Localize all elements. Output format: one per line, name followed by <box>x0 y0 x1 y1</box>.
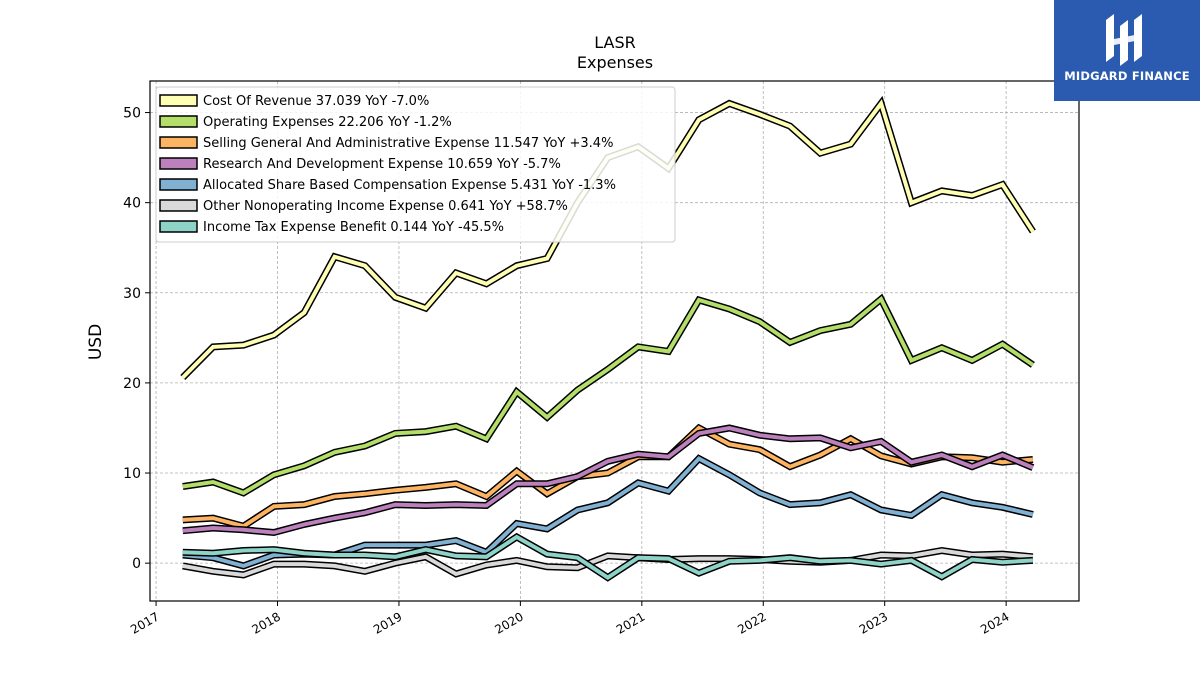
legend-swatch <box>159 115 198 128</box>
legend-item: Other Nonoperating Income Expense 0.641 … <box>159 199 568 214</box>
brand-name: MIDGARD FINANCE <box>1064 69 1190 83</box>
x-tick-label: 2019 <box>371 609 404 636</box>
legend-item: Selling General And Administrative Expen… <box>159 136 613 151</box>
legend-label: Cost Of Revenue 37.039 YoY -7.0% <box>203 94 429 109</box>
chart-subtitle: Expenses <box>577 53 653 72</box>
x-tick-label: 2018 <box>250 609 283 636</box>
series-line <box>182 534 1034 580</box>
series-6 <box>182 532 1034 582</box>
series-3 <box>182 424 1035 537</box>
x-tick-label: 2021 <box>614 609 647 636</box>
series-layer <box>180 95 1036 582</box>
y-tick-label: 30 <box>123 286 141 302</box>
chart-title: LASR <box>594 33 636 52</box>
legend-box <box>155 86 676 243</box>
series-line <box>182 295 1035 496</box>
y-tick-label: 20 <box>123 376 141 392</box>
legend: Cost Of Revenue 37.039 YoY -7.0% Operatin… <box>155 86 676 243</box>
legend-label: Operating Expenses 22.206 YoY -1.2% <box>203 115 452 130</box>
legend-label: Allocated Share Based Compensation Expen… <box>203 178 616 193</box>
legend-item: Research And Development Expense 10.659 … <box>159 157 561 172</box>
ticks-layer: 0 10 20 30 40 50 2017 2018 2019 2020 2021 2022 2023 2… <box>123 106 1011 637</box>
series-line <box>182 548 1034 577</box>
y-tick-label: 10 <box>123 466 141 482</box>
legend-item: Income Tax Expense Benefit 0.144 YoY -45… <box>159 220 504 235</box>
series-2 <box>182 423 1034 530</box>
legend-swatch <box>159 199 198 212</box>
x-tick-label: 2023 <box>857 609 890 636</box>
x-tick-label: 2017 <box>128 609 161 636</box>
midgard-finance-logo: MIDGARD FINANCE <box>1054 0 1200 101</box>
legend-label: Research And Development Expense 10.659 … <box>203 157 561 172</box>
legend-item: Cost Of Revenue 37.039 YoY -7.0% <box>159 94 429 109</box>
y-tick-label: 0 <box>132 556 141 572</box>
legend-swatch <box>159 94 198 107</box>
series-line <box>182 425 1034 535</box>
x-tick-label: 2024 <box>978 609 1011 636</box>
legend-label: Selling General And Administrative Expen… <box>203 136 613 151</box>
legend-swatch <box>159 136 198 149</box>
series-5 <box>182 546 1034 579</box>
legend-item: Allocated Share Based Compensation Expen… <box>159 178 616 193</box>
y-axis-label: USD <box>86 324 106 360</box>
series-1 <box>182 293 1035 497</box>
legend-swatch <box>159 220 198 233</box>
series-line <box>182 425 1034 529</box>
x-tick-label: 2022 <box>735 609 768 636</box>
midgard-mh-monogram-icon <box>1106 14 1142 66</box>
y-tick-label: 50 <box>123 106 141 122</box>
plot-frame <box>149 80 1080 602</box>
legend-swatch <box>159 157 198 170</box>
legend-item: Operating Expenses 22.206 YoY -1.2% <box>159 115 452 130</box>
x-tick-label: 2020 <box>492 609 525 636</box>
y-tick-label: 40 <box>123 196 141 212</box>
legend-swatch <box>159 178 198 191</box>
legend-label: Other Nonoperating Income Expense 0.641 … <box>203 199 568 214</box>
legend-label: Income Tax Expense Benefit 0.144 YoY -45… <box>203 220 504 235</box>
